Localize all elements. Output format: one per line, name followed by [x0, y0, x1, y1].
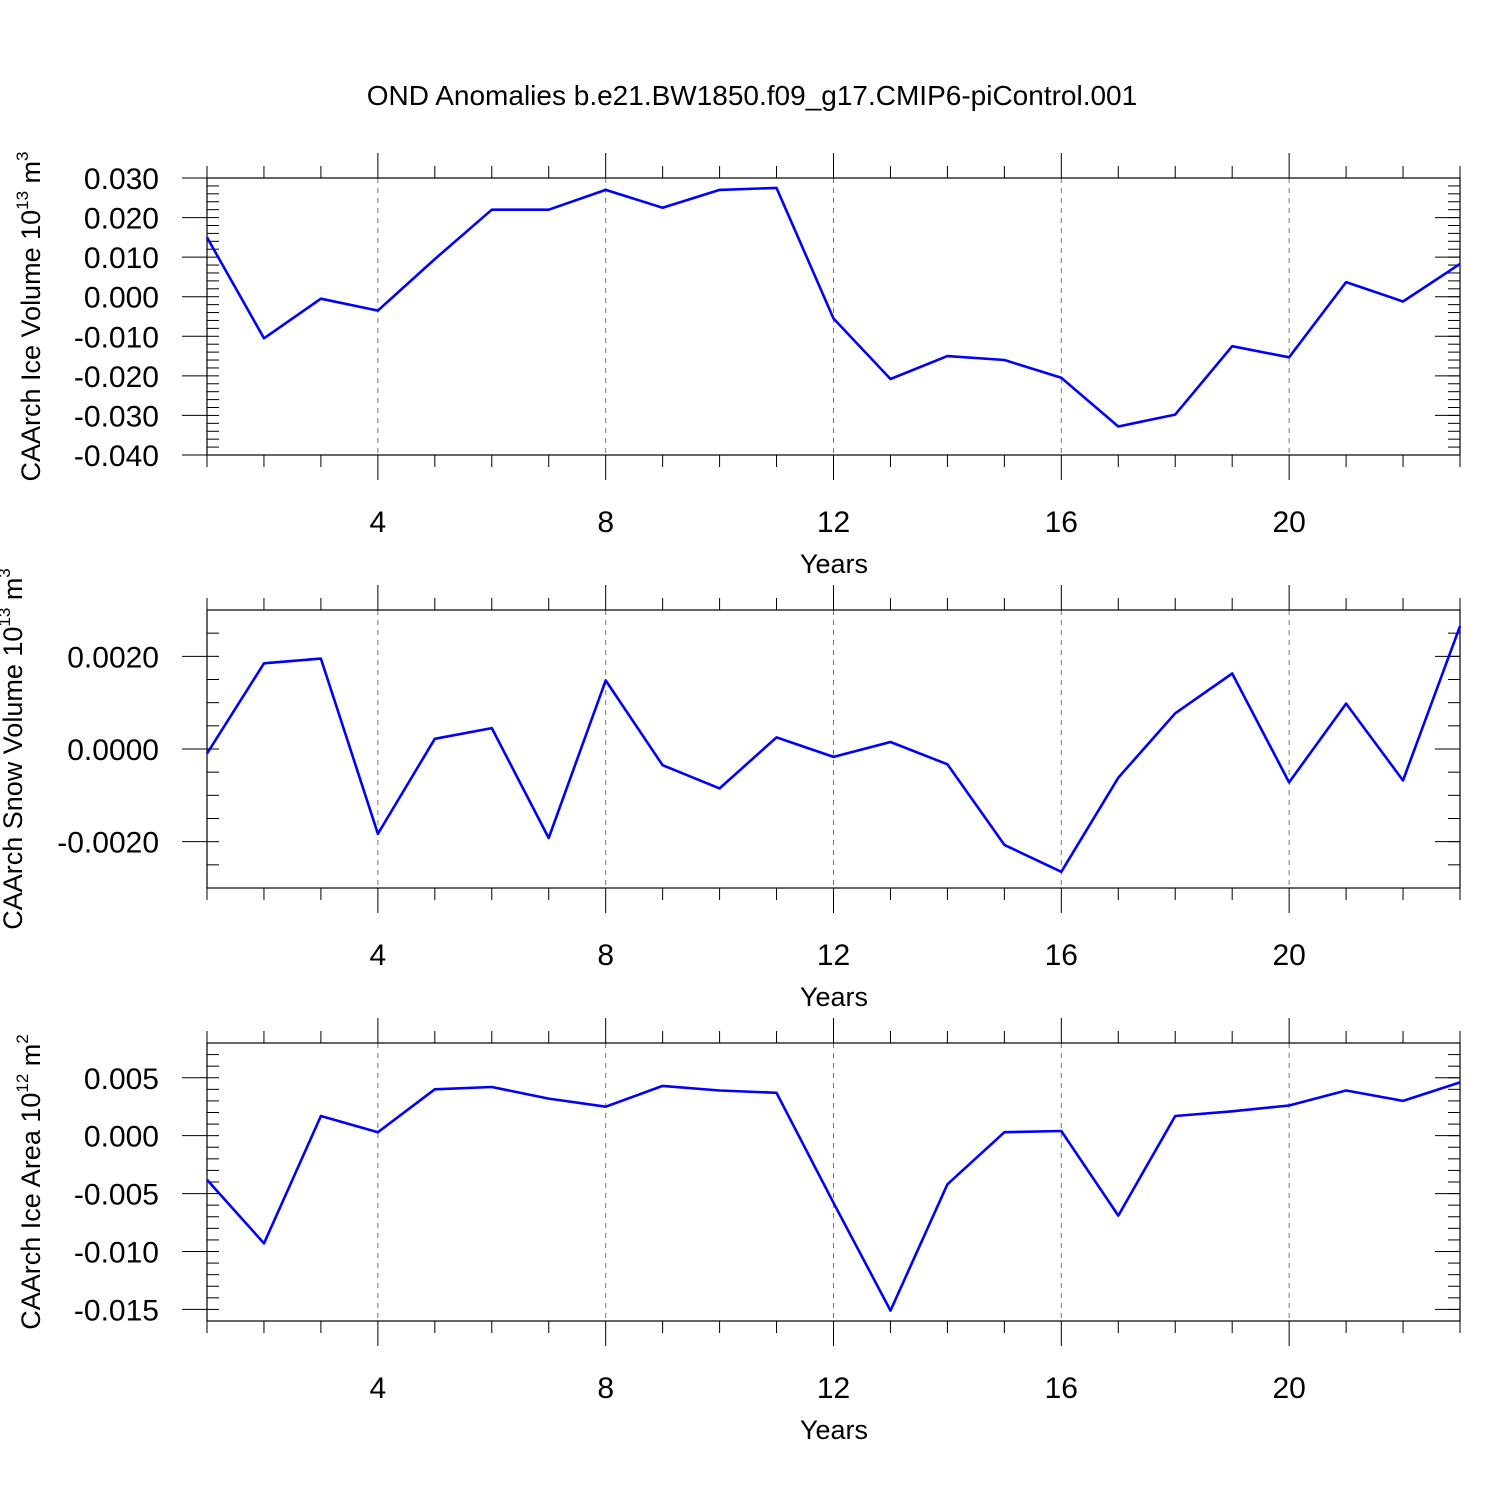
x-tick-label: 20 — [1272, 1372, 1305, 1405]
panel-2: 4 8 12 16 20 0.0020 0.0000 -0.0020 Years CAArch S… — [0, 568, 1462, 1012]
panels: 4 8 12 16 20 0.030 0.020 0.010 0.000 -0.010 -0.020… — [0, 151, 1462, 1445]
y-tick-label: 0.000 — [84, 282, 159, 315]
x-tick-label: 20 — [1272, 939, 1305, 972]
y-axis-label: CAArch Ice Area 1012 m2 — [13, 1034, 46, 1330]
x-tick-label: 12 — [817, 506, 850, 539]
panel-1: 4 8 12 16 20 0.030 0.020 0.010 0.000 -0.010 -0.020… — [13, 151, 1461, 579]
x-axis-label: Years — [800, 1415, 868, 1445]
y-tick-label: -0.020 — [74, 361, 159, 394]
x-tick-label: 4 — [370, 506, 387, 539]
x-tick-label: 20 — [1272, 506, 1305, 539]
panel-3: 4 8 12 16 20 0.005 0.000 -0.005 -0.010 -0.015 Year… — [13, 1018, 1461, 1445]
y-tick-label: 0.000 — [84, 1121, 159, 1154]
x-tick-label: 4 — [370, 1372, 387, 1405]
x-tick-label: 8 — [597, 1372, 614, 1405]
y-axis-label-text: CAArch Ice Volume 10 — [16, 210, 46, 482]
y-axis-label-text: CAArch Ice Area 10 — [16, 1093, 46, 1330]
y-axis-label-exponent: 13 — [0, 608, 14, 627]
series-line — [206, 1081, 1461, 1312]
y-axis-label: CAArch Snow Volume 1013 m3 — [0, 568, 28, 930]
y-tick-label: 0.0000 — [67, 734, 159, 767]
y-tick-label: 0.010 — [84, 242, 159, 275]
y-tick-label: 0.020 — [84, 203, 159, 236]
y-tick-label: -0.030 — [74, 400, 159, 433]
x-tick-label: 8 — [597, 939, 614, 972]
y-tick-label: -0.010 — [74, 1237, 159, 1270]
x-tick-label: 16 — [1045, 506, 1078, 539]
y-axis-label-unit-exponent: 3 — [0, 568, 14, 577]
x-tick-label: 16 — [1045, 1372, 1078, 1405]
series-line — [205, 186, 1461, 428]
x-axis-label: Years — [800, 982, 868, 1012]
x-tick-label: 8 — [597, 506, 614, 539]
y-axis-label-unit: m — [16, 1044, 46, 1074]
x-tick-label: 16 — [1045, 939, 1078, 972]
y-axis-label-exponent: 13 — [13, 191, 32, 210]
x-tick-label: 12 — [817, 939, 850, 972]
y-tick-label: 0.0020 — [67, 641, 159, 674]
y-tick-label: -0.005 — [74, 1179, 159, 1212]
y-tick-label: -0.015 — [74, 1294, 159, 1327]
y-tick-label: -0.040 — [74, 440, 159, 473]
x-tick-label: 4 — [370, 939, 387, 972]
y-tick-label: 0.005 — [84, 1063, 159, 1096]
y-axis-label-exponent: 12 — [13, 1074, 32, 1093]
chart-title: OND Anomalies b.e21.BW1850.f09_g17.CMIP6… — [367, 80, 1137, 111]
y-tick-label: -0.0020 — [57, 827, 159, 860]
y-axis-label: CAArch Ice Volume 1013 m3 — [13, 151, 46, 481]
series-line — [205, 625, 1462, 874]
y-axis-label-unit-exponent: 2 — [13, 1034, 32, 1043]
y-tick-label: 0.030 — [84, 163, 159, 196]
y-tick-label: -0.010 — [74, 321, 159, 354]
y-axis-label-unit: m — [0, 578, 28, 608]
y-axis-label-text: CAArch Snow Volume 10 — [0, 627, 28, 930]
x-tick-label: 12 — [817, 1372, 850, 1405]
y-axis-label-unit: m — [16, 161, 46, 191]
x-axis-label: Years — [800, 549, 868, 579]
y-axis-label-unit-exponent: 3 — [13, 151, 32, 160]
